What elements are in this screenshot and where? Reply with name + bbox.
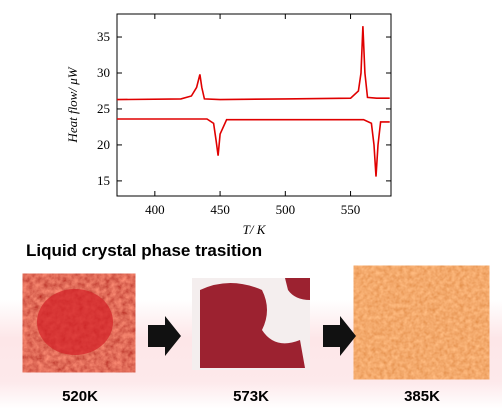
x-tick-label: 400 [145,202,165,217]
dsc-chart: 400 450 500 550 15 20 25 30 35 T/ K Heat flow/ μW [65,14,391,237]
x-tick-label: 500 [276,202,296,217]
line-series [117,26,390,99]
y-tick-label: 20 [97,137,110,152]
y-tick-label: 15 [97,173,110,188]
panel-label: 385K [404,388,440,405]
x-axis-label: T/ K [243,222,267,237]
line-series [117,119,390,177]
panel-label: 520K [62,388,98,405]
x-tick-label: 550 [341,202,361,217]
y-axis-label: Heat flow/ μW [65,66,80,143]
heading: Liquid crystal phase trasition [26,241,262,260]
panel-label: 573K [233,388,269,405]
y-tick-label: 25 [97,101,110,116]
micrograph-1-domain [37,289,113,355]
plot-frame [117,14,391,196]
x-tick-label: 450 [210,202,230,217]
y-tick-label: 35 [97,29,110,44]
micrograph-3 [365,275,478,370]
figure: 4004505005501520253035T/ KHeat flow/ μW … [0,0,502,409]
y-tick-label: 30 [97,65,110,80]
